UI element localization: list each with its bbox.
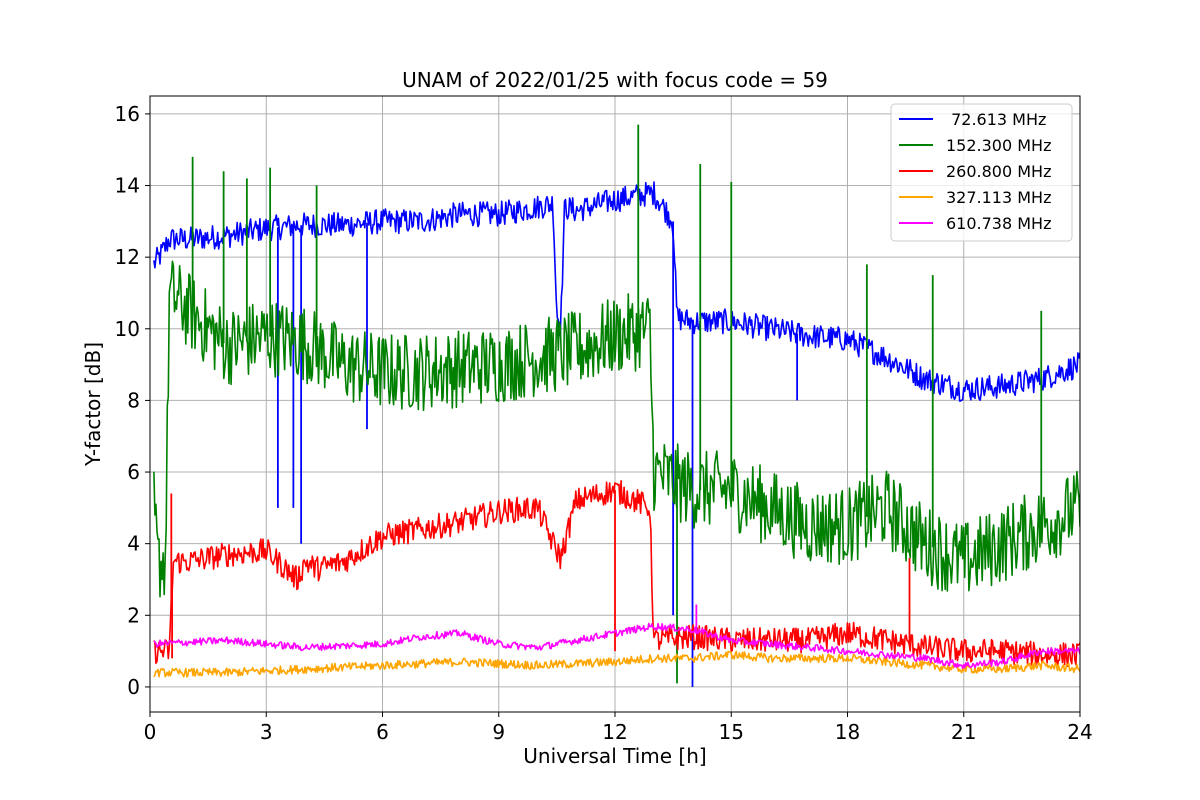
legend-box: [890, 103, 1073, 242]
y-tick-label: 12: [115, 245, 140, 269]
series-line: [153, 622, 1080, 670]
y-tick-label: 6: [127, 460, 140, 484]
legend-label: 72.613 MHz: [946, 110, 1046, 129]
series-line: [153, 181, 1080, 402]
x-tick-label: 15: [719, 720, 744, 744]
series-layer: [153, 124, 1080, 687]
chart-title: UNAM of 2022/01/25 with focus code = 59: [402, 68, 828, 92]
x-tick-label: 3: [260, 720, 273, 744]
legend: 72.613 MHz 152.300 MHz 260.800 MHz 327.113 …: [890, 103, 1073, 242]
y-axis-label: Y-factor [dB]: [81, 342, 105, 467]
x-axis-label: Universal Time [h]: [523, 744, 706, 768]
y-tick-label: 10: [115, 317, 140, 341]
y-axis: 0 2 4 6 8 10 12 14 16: [115, 102, 150, 699]
legend-label: 327.113 MHz: [946, 188, 1051, 207]
series-line: [153, 650, 1080, 678]
y-tick-label: 2: [127, 603, 140, 627]
legend-label: 260.800 MHz: [946, 162, 1051, 181]
x-tick-label: 0: [144, 720, 157, 744]
y-tick-label: 16: [115, 102, 140, 126]
legend-label: 610.738 MHz: [946, 214, 1051, 233]
y-tick-label: 0: [127, 675, 140, 699]
series-line: [153, 480, 1080, 668]
x-tick-label: 6: [376, 720, 389, 744]
y-tick-label: 4: [127, 532, 140, 556]
y-tick-label: 14: [115, 174, 140, 198]
x-tick-label: 18: [835, 720, 860, 744]
y-tick-label: 8: [127, 388, 140, 412]
x-axis: 0 3 6 9 12 15 18 21 24: [144, 712, 1093, 744]
x-tick-label: 9: [492, 720, 505, 744]
x-tick-label: 24: [1067, 720, 1092, 744]
x-tick-label: 21: [951, 720, 976, 744]
legend-label: 152.300 MHz: [946, 136, 1051, 155]
series-line: [153, 260, 1080, 598]
x-tick-label: 12: [602, 720, 627, 744]
